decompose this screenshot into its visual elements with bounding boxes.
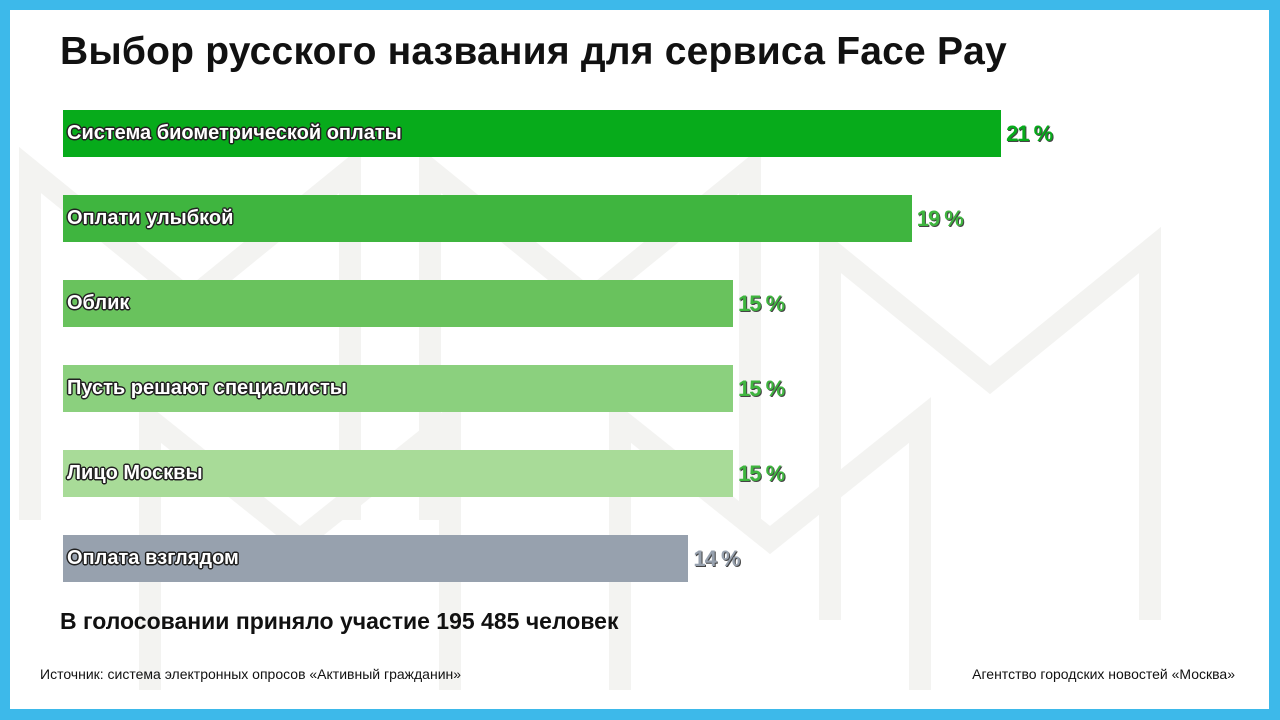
bar-label: Пусть решают специалисты — [67, 377, 347, 399]
value-label: 15 % — [738, 376, 785, 401]
value-label: 19 % — [916, 206, 964, 231]
bar-label: Лицо Москвы — [67, 462, 203, 484]
bar — [63, 450, 734, 497]
value-label: 21 % — [1006, 121, 1053, 146]
bar — [63, 110, 1002, 157]
bar — [63, 365, 734, 412]
bar-label: Система биометрической оплаты — [67, 122, 402, 144]
chart-title: Выбор русского названия для сервиса Face… — [60, 30, 1007, 73]
bar — [63, 280, 734, 327]
bar-label: Облик — [67, 292, 130, 314]
bar — [63, 535, 689, 582]
bar-label: Оплата взглядом — [67, 547, 239, 569]
bar-label: Оплати улыбкой — [67, 207, 234, 229]
value-label: 15 % — [738, 461, 785, 486]
value-label: 14 % — [693, 546, 740, 571]
participants-total: В голосовании приняло участие 195 485 че… — [60, 608, 619, 634]
agency-credit: Агентство городских новостей «Москва» — [972, 666, 1235, 682]
source-note: Источник: система электронных опросов «А… — [40, 666, 462, 682]
value-label: 15 % — [738, 291, 785, 316]
bar — [63, 195, 912, 242]
